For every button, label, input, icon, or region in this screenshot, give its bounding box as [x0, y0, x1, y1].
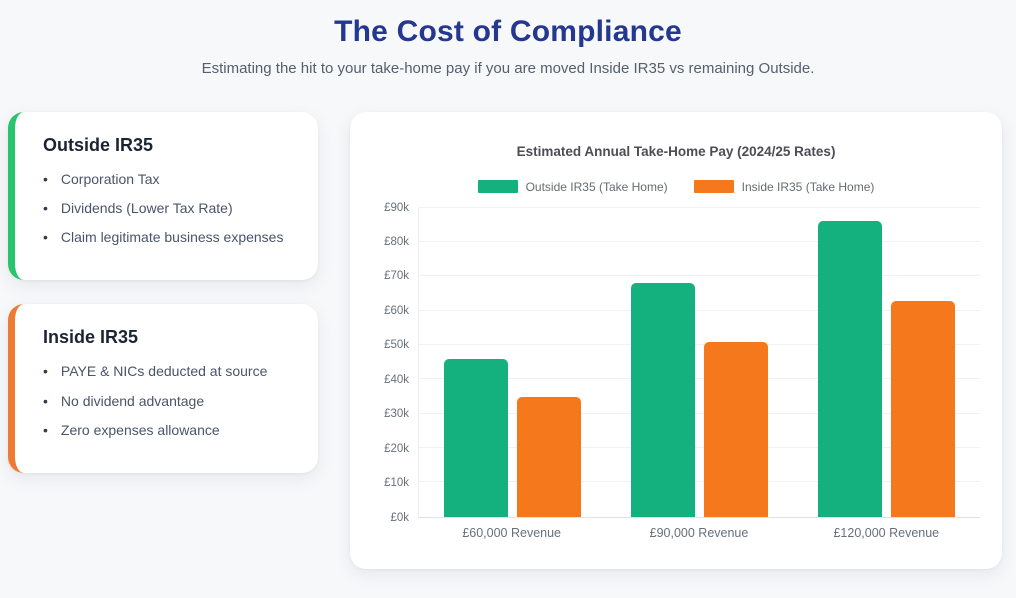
page-subtitle: Estimating the hit to your take-home pay…	[201, 60, 815, 77]
plot-area	[418, 206, 980, 518]
bar-group	[793, 208, 980, 517]
gridline	[419, 206, 980, 208]
legend-swatch-inside-icon	[693, 180, 734, 193]
x-axis: £60,000 Revenue £90,000 Revenue £120,000 R…	[418, 526, 980, 540]
comparison-panel: Outside IR35 Corporation Tax Dividends (…	[8, 111, 318, 474]
legend-item-inside-ir35[interactable]: Inside IR35 (Take Home)	[693, 179, 875, 194]
bar-outside-ir35	[818, 220, 882, 517]
list-item: Corporation Tax	[43, 169, 292, 189]
y-axis-tick: £50k	[384, 339, 409, 352]
y-axis-tick: £70k	[384, 270, 409, 283]
bar-group	[606, 208, 793, 517]
legend-item-outside-ir35[interactable]: Outside IR35 (Take Home)	[477, 179, 668, 194]
gridline	[419, 343, 980, 345]
bar-groups	[419, 208, 980, 517]
inside-ir35-card-title: Inside IR35	[43, 327, 139, 348]
list-item: Claim legitimate business expenses	[43, 227, 292, 247]
chart-legend: Outside IR35 (Take Home) Inside IR35 (Ta…	[372, 180, 980, 194]
y-axis-tick: £20k	[384, 442, 409, 455]
gridline	[419, 446, 980, 448]
legend-label-outside: Outside IR35 (Take Home)	[525, 179, 668, 194]
bar-outside-ir35	[444, 359, 508, 517]
outside-ir35-card: Outside IR35 Corporation Tax Dividends (…	[8, 111, 318, 281]
page-title: The Cost of Compliance	[334, 15, 682, 48]
list-item: PAYE & NICs deducted at source	[43, 361, 292, 381]
x-axis-label: £120,000 Revenue	[833, 525, 940, 540]
main-content: Outside IR35 Corporation Tax Dividends (…	[0, 111, 1016, 569]
gridline	[419, 481, 980, 483]
y-axis-tick: £80k	[384, 235, 409, 248]
gridline	[419, 412, 980, 414]
outside-ir35-list: Corporation Tax Dividends (Lower Tax Rat…	[43, 169, 292, 248]
bar-inside-ir35	[891, 300, 955, 517]
bar-inside-ir35	[517, 397, 581, 517]
legend-swatch-outside-icon	[477, 180, 518, 193]
y-axis: £0k £10k £20k £30k £40k £50k £60k £70k £80k £90k	[372, 202, 418, 524]
y-axis-tick: £10k	[384, 477, 409, 490]
bar-inside-ir35	[704, 342, 768, 517]
gridline	[419, 378, 980, 380]
list-item: Zero expenses allowance	[43, 420, 292, 440]
bar-group	[419, 208, 606, 517]
bar-chart: £0k £10k £20k £30k £40k £50k £60k £70k £80k £90k	[372, 202, 980, 524]
gridline	[419, 309, 980, 311]
list-item: Dividends (Lower Tax Rate)	[43, 198, 292, 218]
y-axis-tick: £90k	[384, 201, 409, 214]
chart-title: Estimated Annual Take-Home Pay (2024/25 …	[516, 143, 836, 159]
inside-ir35-card: Inside IR35 PAYE & NICs deducted at sour…	[8, 304, 318, 474]
list-item: No dividend advantage	[43, 391, 292, 411]
gridline	[419, 275, 980, 277]
x-axis-label: £90,000 Revenue	[649, 525, 749, 540]
bar-outside-ir35	[631, 283, 695, 517]
y-axis-tick: £30k	[384, 408, 409, 421]
y-axis-tick: £40k	[384, 373, 409, 386]
chart-card: Estimated Annual Take-Home Pay (2024/25 …	[350, 111, 1002, 569]
x-axis-label: £60,000 Revenue	[462, 525, 562, 540]
outside-ir35-card-title: Outside IR35	[43, 134, 154, 155]
inside-ir35-list: PAYE & NICs deducted at source No divide…	[43, 361, 292, 440]
legend-label-inside: Inside IR35 (Take Home)	[741, 179, 875, 194]
page-header: The Cost of Compliance Estimating the hi…	[0, 0, 1016, 81]
y-axis-tick: £0k	[390, 511, 409, 524]
gridline	[419, 240, 980, 242]
y-axis-tick: £60k	[384, 304, 409, 317]
